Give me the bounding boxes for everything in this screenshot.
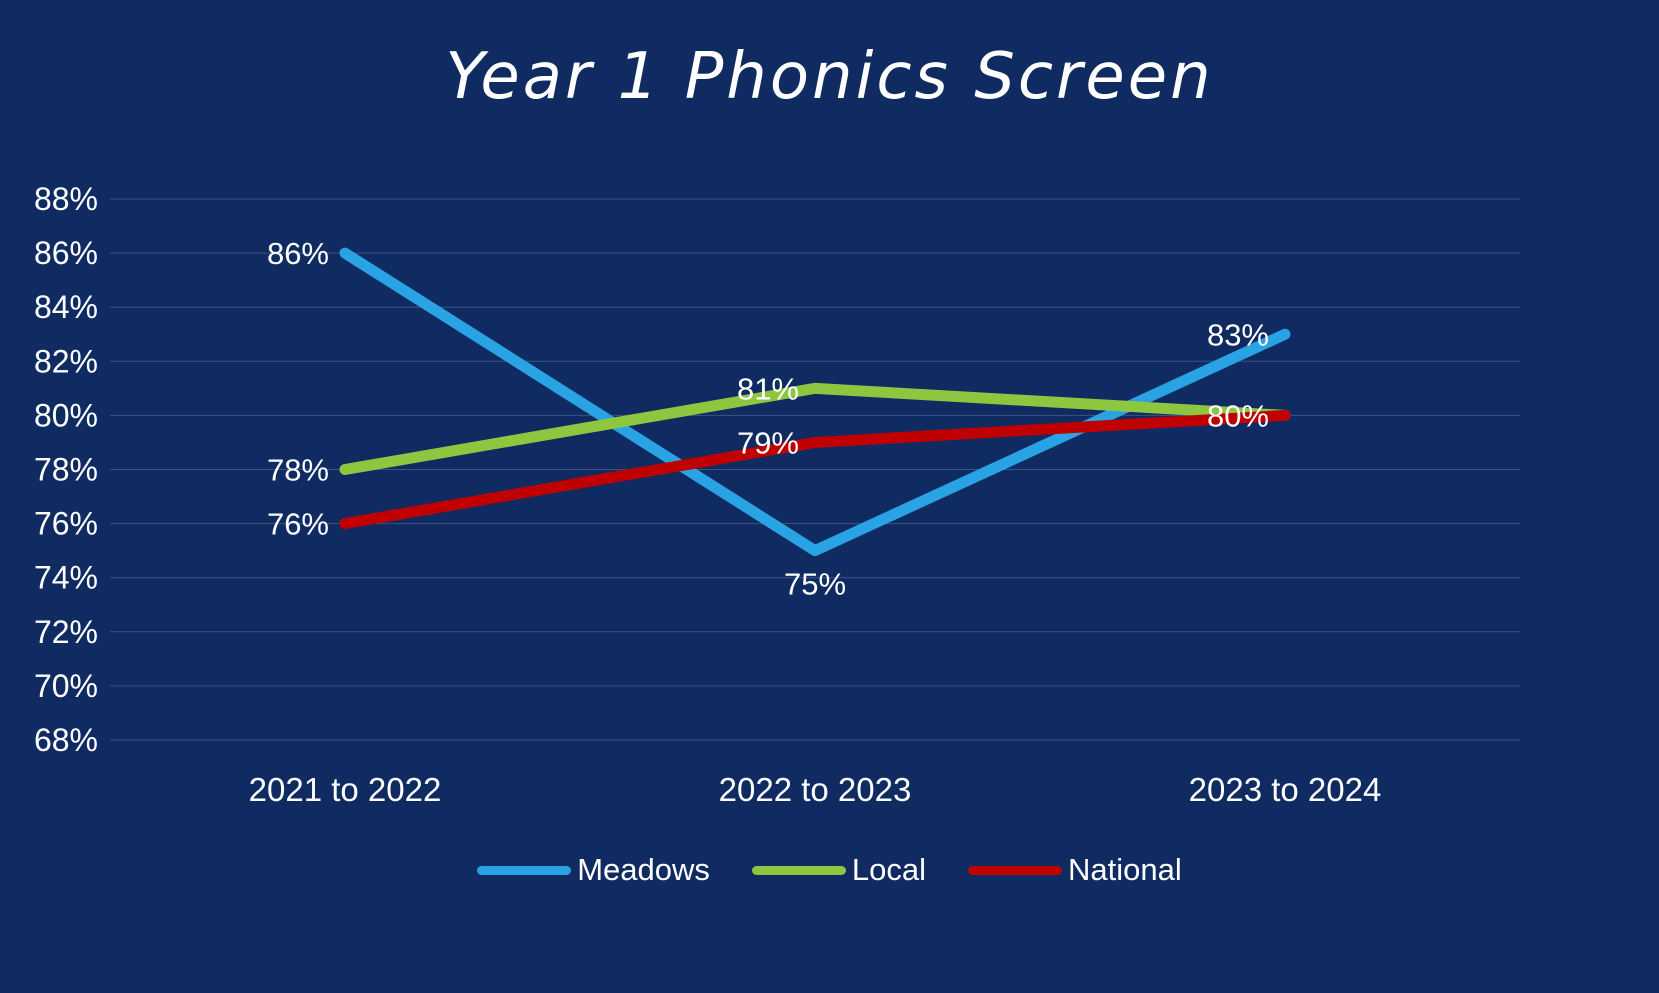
data-label-local: 81% (737, 371, 799, 406)
chart-legend: Meadows Local National (0, 852, 1659, 888)
data-label-national: 80% (1207, 398, 1269, 433)
legend-item-national: National (968, 852, 1182, 888)
data-label-meadows: 75% (784, 567, 846, 602)
local-line-swatch (751, 865, 846, 875)
data-label-meadows: 86% (267, 236, 329, 271)
legend-label-local: Local (851, 852, 927, 887)
x-category-label: 2021 to 2022 (249, 771, 442, 808)
chart-title: Year 1 Phonics Screen (445, 40, 1214, 114)
meadows-line-swatch (477, 865, 572, 875)
y-axis-tick-label: 76% (34, 506, 98, 542)
x-category-label: 2023 to 2024 (1189, 771, 1382, 808)
x-category-label: 2022 to 2023 (719, 771, 912, 808)
y-axis-tick-label: 88% (34, 181, 98, 217)
data-label-national: 76% (267, 507, 329, 542)
y-axis-tick-label: 74% (34, 560, 98, 596)
y-axis-tick-label: 68% (34, 722, 98, 758)
y-axis-tick-label: 72% (34, 614, 98, 650)
y-axis-tick-label: 82% (34, 343, 98, 379)
y-axis-tick-label: 70% (34, 668, 98, 704)
legend-item-local: Local (751, 852, 927, 888)
data-label-meadows: 83% (1207, 317, 1269, 352)
data-label-national: 79% (737, 425, 799, 460)
series-line-national (339, 409, 1291, 530)
y-axis-tick-label: 78% (34, 452, 98, 488)
legend-item-meadows: Meadows (477, 852, 710, 888)
legend-label-national: National (1068, 852, 1182, 887)
data-label-local: 78% (267, 453, 329, 488)
y-axis-tick-label: 80% (34, 397, 98, 433)
national-line-swatch (968, 865, 1063, 875)
legend-label-meadows: Meadows (577, 852, 710, 887)
series-line-local (339, 382, 1291, 475)
y-axis-tick-label: 86% (34, 235, 98, 271)
y-axis-tick-label: 84% (34, 289, 98, 325)
